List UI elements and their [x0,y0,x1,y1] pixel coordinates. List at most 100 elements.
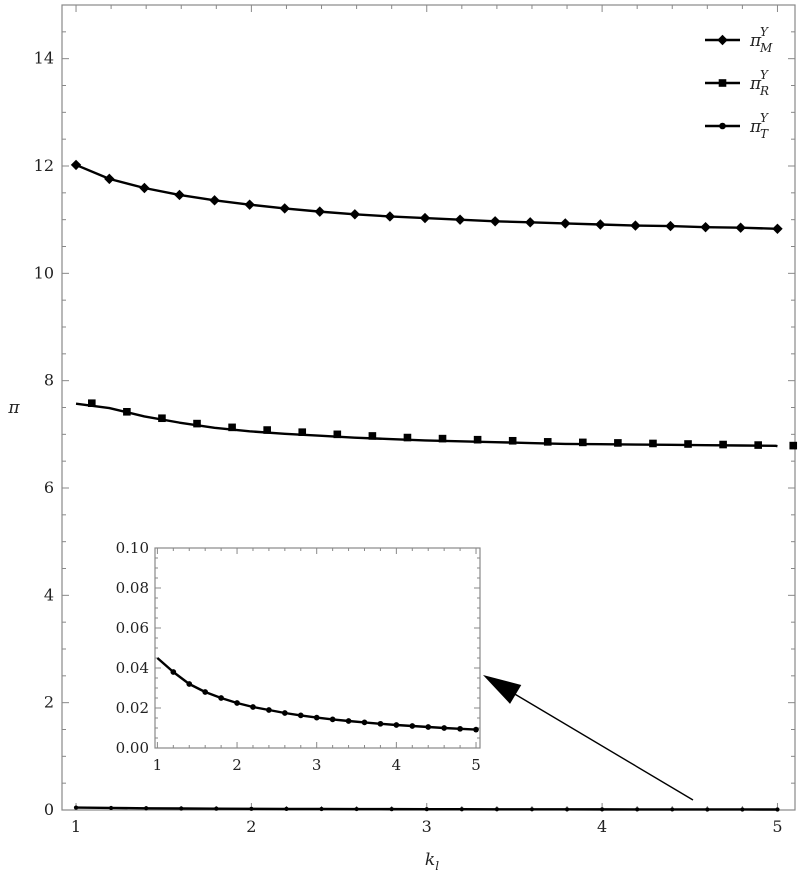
inset-x-tick-label: 3 [312,756,322,774]
data-point [144,806,149,811]
data-point [228,423,236,432]
arrow-shaft [512,692,694,801]
data-point [600,807,605,812]
data-point [473,435,482,444]
inset-data-point [457,725,463,732]
data-point [735,222,746,233]
data-point [179,806,184,811]
series-diamond [70,159,783,234]
data-point [319,806,324,812]
y-tick-label: 6 [44,478,54,497]
inset-data-point [345,718,352,724]
data-point [249,806,254,811]
inset-x-tick-label: 4 [392,756,402,774]
data-point [649,439,657,448]
series-circle [73,805,780,812]
data-point [158,414,166,423]
x-tick-label: 2 [246,817,256,836]
data-point [438,434,447,443]
inset-data-point [202,689,209,695]
inset-data-point [377,720,384,727]
main-series [70,159,798,812]
inset-data-point [250,704,256,710]
data-point [368,432,377,440]
inset-data-point [441,725,448,731]
inset-y-tick-label: 0.10 [116,539,149,557]
y-tick-label: 2 [44,693,54,712]
y-tick-label: 10 [34,263,54,282]
legend-label-sub: R [759,84,769,98]
data-point [789,441,798,450]
data-point [419,212,431,224]
inset-y-tick-label: 0.00 [116,739,149,757]
inset-data-point [473,726,479,733]
data-point [614,439,622,447]
legend-label-sub: T [760,127,769,141]
data-point [314,206,325,217]
data-point [754,441,762,449]
inset-y-tick-label: 0.02 [116,699,149,717]
data-point [209,195,220,206]
legend-item: πYT [705,111,769,141]
data-point [684,440,692,448]
y-axis-title: π [7,398,20,418]
data-point [560,218,571,229]
y-tick-label: 12 [34,156,54,175]
series-line [75,402,778,448]
data-point [214,806,219,811]
data-point [349,209,361,220]
legend-label-sub: M [759,41,773,55]
data-point [700,221,711,233]
inset-x-tick-label: 2 [232,756,242,774]
data-point [665,220,676,232]
legend-marker [717,34,728,46]
x-tick-label: 3 [422,817,432,836]
inset-data-point [170,669,177,675]
data-point [494,807,499,812]
data-point [424,807,429,812]
data-point [543,438,552,446]
arrow-head [483,675,522,704]
inset-data-point [409,723,416,729]
series-square [75,399,798,450]
legend-label-sup: Y [760,111,769,125]
data-point [88,399,96,408]
data-point [772,223,783,234]
inset-y-tick-label: 0.04 [116,659,149,677]
data-point [384,211,396,222]
data-point [529,807,535,812]
legend-label-sup: Y [760,68,769,82]
data-point [775,807,780,812]
data-point [403,433,412,442]
inset-y-tick-label: 0.06 [116,619,149,637]
data-point [139,182,150,194]
data-point [333,430,342,439]
inset-data-point [218,695,224,701]
x-tick-label: 4 [597,817,607,836]
y-tick-label: 4 [44,585,54,604]
data-point [630,220,641,231]
legend-label: π [749,74,762,94]
data-point [279,203,290,214]
data-point [454,214,466,225]
inset-x-tick-label: 1 [153,756,163,774]
legend-item: πYM [705,25,773,55]
data-point [389,807,394,812]
data-point [508,436,517,445]
data-point [670,807,675,812]
data-point [564,807,570,812]
inset-y-tick-label: 0.08 [116,579,149,597]
data-point [263,426,271,434]
legend-label: π [749,117,762,137]
data-point [244,199,255,210]
data-point [109,805,114,811]
inset-data-point [425,724,432,730]
legend-label: π [749,31,762,51]
inset-plot: 1 2 3 4 5 0.00 0.02 0.04 0.06 0.08 0.10 [116,539,481,774]
legend-marker [718,79,727,87]
x-axis-title: kl [425,850,439,873]
data-point [740,807,745,812]
inset-data-point [313,714,320,721]
